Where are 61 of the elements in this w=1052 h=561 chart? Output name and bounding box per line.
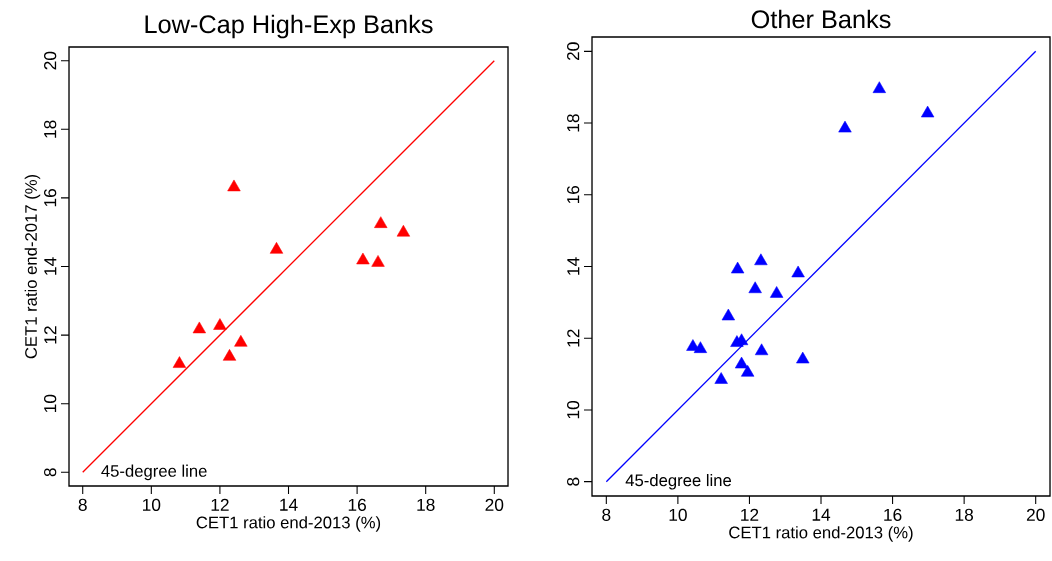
point [741, 365, 755, 377]
y-tick-label: 16 [44, 189, 57, 207]
y-tick-label: 14 [567, 257, 580, 275]
point [748, 281, 762, 294]
x-tick-label: 18 [417, 498, 435, 511]
y-tick-label: 10 [567, 400, 580, 419]
point [796, 351, 810, 364]
y-tick-label: 14 [44, 257, 57, 275]
x-axis-title: CET1 ratio end-2013 (%) [196, 516, 381, 532]
point [172, 356, 187, 368]
point [269, 242, 284, 254]
x-tick-label: 8 [602, 508, 611, 521]
point [770, 286, 784, 298]
x-tick-label: 18 [955, 508, 974, 521]
y-tick-label: 8 [44, 468, 57, 477]
x-tick-label: 20 [485, 498, 504, 511]
chart-title: Low-Cap High-Exp Banks [145, 14, 433, 39]
x-tick-label: 16 [348, 498, 366, 511]
point [222, 349, 237, 361]
annotation: 45-degree line [101, 464, 207, 481]
point [838, 120, 852, 133]
point [371, 255, 385, 267]
x-tick-label: 10 [669, 508, 687, 521]
y-tick-label: 18 [567, 114, 580, 132]
point [791, 265, 805, 278]
point [921, 105, 935, 118]
x-tick-label: 12 [741, 508, 759, 521]
y-tick-label: 20 [44, 51, 57, 70]
chart-title: Other Banks [751, 9, 891, 29]
x-tick-label: 14 [812, 508, 831, 521]
point [754, 343, 769, 356]
point [872, 81, 886, 93]
x-tick-label: 20 [1026, 508, 1045, 521]
point [396, 224, 411, 237]
y-tick-label: 8 [567, 477, 580, 486]
point [721, 308, 735, 321]
point [213, 318, 227, 330]
x-tick-label: 8 [78, 498, 87, 511]
x-tick-label: 12 [211, 498, 229, 511]
y-tick-label: 20 [567, 42, 580, 61]
point [731, 261, 745, 274]
point [192, 321, 206, 334]
point [754, 253, 768, 266]
point [374, 216, 388, 228]
y-tick-label: 18 [44, 120, 57, 138]
y-tick-label: 10 [44, 394, 57, 413]
x-tick-label: 14 [280, 498, 298, 511]
x-axis-title: CET1 ratio end-2013 (%) [729, 526, 913, 542]
y-tick-label: 12 [567, 329, 580, 347]
y-tick-label: 12 [44, 326, 57, 344]
x-tick-label: 10 [142, 498, 161, 511]
y-tick-label: 16 [567, 185, 580, 204]
point [734, 356, 749, 369]
x-tick-label: 16 [884, 508, 902, 521]
y-axis-title: CET1 ratio end-2017 (%) [24, 174, 41, 359]
point [234, 335, 248, 347]
point [714, 372, 728, 384]
point [227, 179, 241, 192]
point [356, 252, 370, 265]
point [693, 341, 708, 353]
annotation: 45-degree line [625, 473, 732, 490]
